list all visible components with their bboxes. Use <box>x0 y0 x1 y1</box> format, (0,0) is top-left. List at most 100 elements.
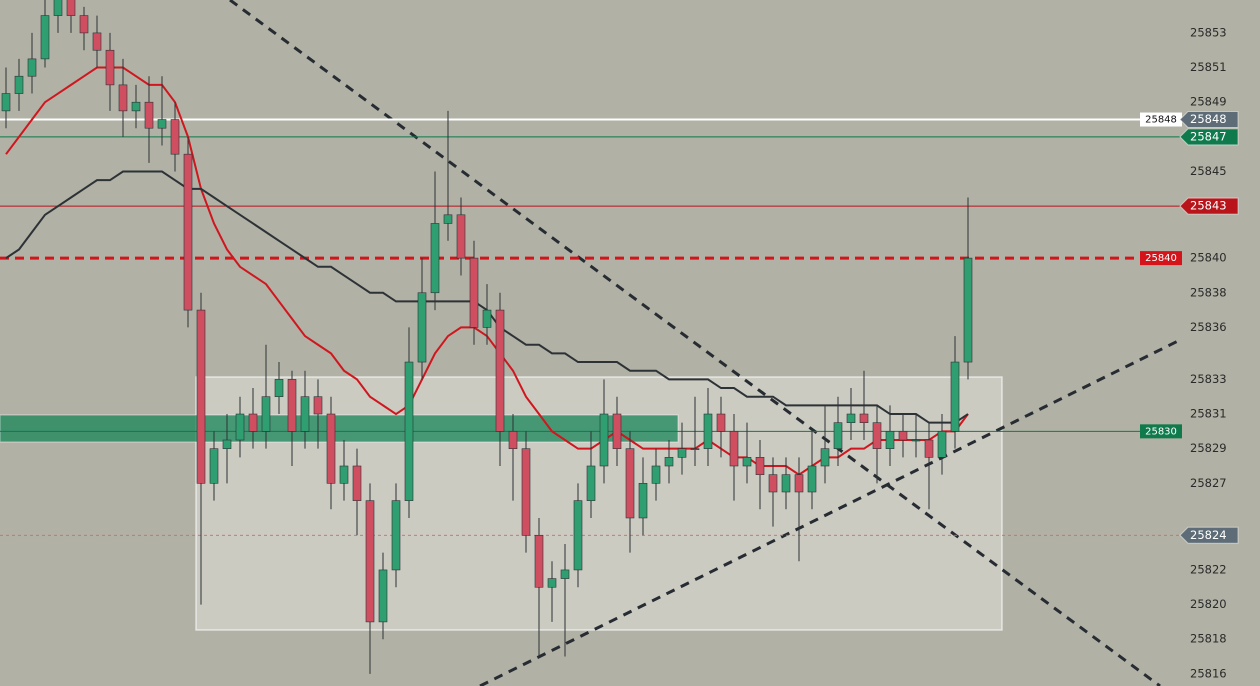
candle-body <box>898 431 908 441</box>
candle-body <box>638 483 648 519</box>
price-tag <box>1179 197 1239 215</box>
trend-line <box>479 338 1181 686</box>
candle-body <box>222 439 232 449</box>
candle-body <box>196 309 206 484</box>
y-tick-label: 25851 <box>1190 60 1227 74</box>
y-tick-label: 25820 <box>1190 597 1227 611</box>
candle-body <box>417 292 427 363</box>
candle-body <box>209 448 219 484</box>
candle-body <box>573 500 583 571</box>
y-tick-label: 25827 <box>1190 476 1227 490</box>
candle-body <box>521 448 531 536</box>
price-tag-label: 25830 <box>1145 426 1177 437</box>
candle-body <box>53 0 63 16</box>
y-tick-label: 25822 <box>1190 562 1227 576</box>
candle-body <box>625 448 635 519</box>
candle-body <box>911 439 921 442</box>
candle-body <box>820 448 830 467</box>
price-tag-label: 25848 <box>1190 112 1227 126</box>
candle-body <box>729 431 739 467</box>
candle-body <box>677 448 687 458</box>
zone-band <box>0 414 679 443</box>
candle-body <box>742 457 752 467</box>
candle-body <box>651 465 661 484</box>
candle-body <box>27 58 37 77</box>
candle-body <box>352 465 362 501</box>
candle-body <box>274 379 284 398</box>
candle-body <box>508 431 518 449</box>
candle-body <box>378 569 388 623</box>
candle-body <box>469 257 479 328</box>
candle-body <box>183 153 193 311</box>
candle-body <box>859 413 869 423</box>
candle-body <box>664 457 674 467</box>
candle-body <box>1 93 11 112</box>
candle-body <box>794 474 804 493</box>
candle-body <box>443 214 453 224</box>
candle-body <box>391 500 401 571</box>
y-tick-label: 25853 <box>1190 25 1227 39</box>
candle-body <box>833 422 843 449</box>
price-tag <box>1179 111 1239 129</box>
candle-body <box>365 500 375 623</box>
candle-body <box>547 578 557 588</box>
trend-line <box>229 0 1161 686</box>
candle-body <box>885 431 895 449</box>
candle-body <box>963 257 973 363</box>
y-tick-label: 25831 <box>1190 407 1227 421</box>
candle-body <box>40 15 50 60</box>
candle-body <box>287 379 297 432</box>
price-tag-label: 25824 <box>1190 528 1227 542</box>
y-tick-label: 25836 <box>1190 320 1227 334</box>
candle-body <box>92 32 102 51</box>
price-tag <box>1179 526 1239 544</box>
candle-body <box>950 361 960 432</box>
candle-body <box>339 465 349 484</box>
y-tick-label: 25833 <box>1190 372 1227 386</box>
candle-body <box>703 413 713 449</box>
candle-body <box>326 413 336 484</box>
candle-body <box>118 84 128 112</box>
price-tag-inline <box>1140 424 1182 439</box>
candle-body <box>599 413 609 467</box>
price-tag-label: 25848 <box>1145 115 1177 126</box>
candle-body <box>937 431 947 458</box>
candle-body <box>755 457 765 475</box>
candle-body <box>872 422 882 449</box>
price-tag-label: 25843 <box>1190 199 1227 213</box>
price-tag-label: 25840 <box>1145 253 1177 264</box>
candle-body <box>313 396 323 415</box>
candle-body <box>235 413 245 441</box>
candle-body <box>768 474 778 493</box>
candle-body <box>612 413 622 449</box>
candle-body <box>404 361 414 501</box>
y-tick-label: 25816 <box>1190 666 1227 680</box>
candle-body <box>170 119 180 155</box>
price-tag-inline <box>1140 112 1182 127</box>
y-tick-label: 25829 <box>1190 441 1227 455</box>
candle-body <box>79 15 89 34</box>
y-tick-label: 25840 <box>1190 251 1227 265</box>
candle-body <box>781 474 791 493</box>
candle-body <box>924 439 934 458</box>
candle-body <box>586 465 596 501</box>
candle-body <box>534 534 544 588</box>
y-tick-label: 25849 <box>1190 95 1227 109</box>
price-tag <box>1179 128 1239 146</box>
candle-body <box>105 49 115 86</box>
y-tick-label: 25845 <box>1190 164 1227 178</box>
candle-body <box>157 119 167 129</box>
candle-body <box>144 101 154 129</box>
candle-body <box>482 309 492 328</box>
y-tick-label: 25818 <box>1190 632 1227 646</box>
y-tick-label: 25838 <box>1190 285 1227 299</box>
candle-body <box>495 309 505 432</box>
candle-body <box>560 569 570 579</box>
candle-body <box>300 396 310 432</box>
candle-body <box>261 396 271 432</box>
candle-body <box>131 101 141 112</box>
candle-body <box>456 214 466 259</box>
candle-body <box>846 413 856 423</box>
